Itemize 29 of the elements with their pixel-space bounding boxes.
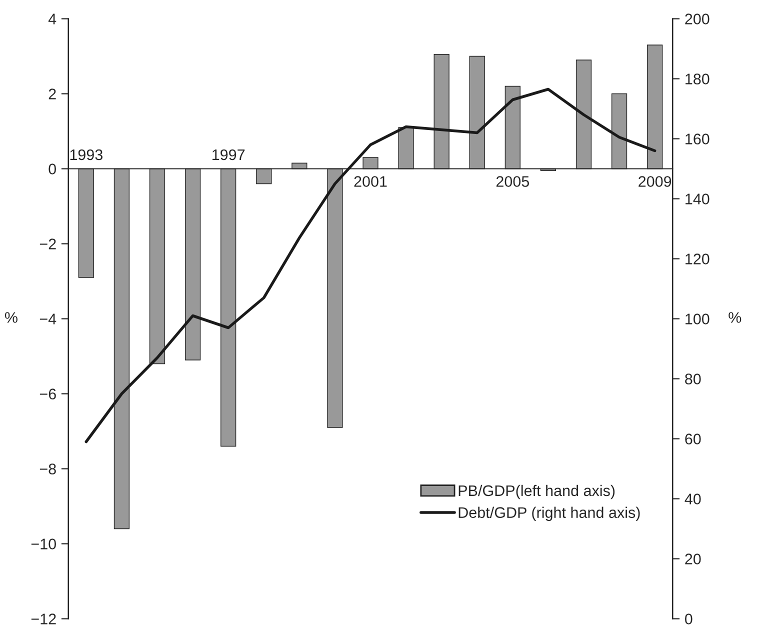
y2-tick-label: 100 [686,314,710,324]
y-tick-label: 0 [48,164,56,174]
y-tick-label: 2 [48,88,56,100]
legend-label: Debt/GDP (right hand axis) [458,506,640,521]
y2-tick-label: 60 [685,434,701,444]
y2-tick-label: 120 [686,254,710,264]
y2-tick-label: 140 [686,194,710,204]
y2-tick-label: 20 [685,554,701,564]
y-tick-label: −4 [40,314,56,324]
legend-label: PB/GDP(left hand axis) [458,484,615,500]
x-tick-label: 2005 [496,176,530,187]
y2-tick-label: 40 [684,494,701,504]
y-tick-label: −6 [40,388,56,400]
y-tick-label: 4 [48,14,56,24]
y-tick-label: −10 [31,538,56,550]
x-tick-label: 2001 [354,176,387,187]
y2-tick-label: 0 [685,614,692,624]
y-axis-title: % [4,312,18,323]
y2-axis-title: % [728,312,742,323]
y-tick-label: −2 [40,238,56,250]
x-tick-label: 1997 [212,149,245,160]
x-tick-label: 1993 [70,149,102,160]
y2-tick-label: 160 [686,134,710,144]
y-tick-label: −12 [31,614,56,624]
y2-tick-label: 180 [686,74,710,84]
y2-tick-label: 80 [685,374,701,384]
y2-tick-label: 200 [685,14,710,24]
y-tick-label: −8 [40,464,56,474]
x-tick-label: 2009 [638,176,672,187]
